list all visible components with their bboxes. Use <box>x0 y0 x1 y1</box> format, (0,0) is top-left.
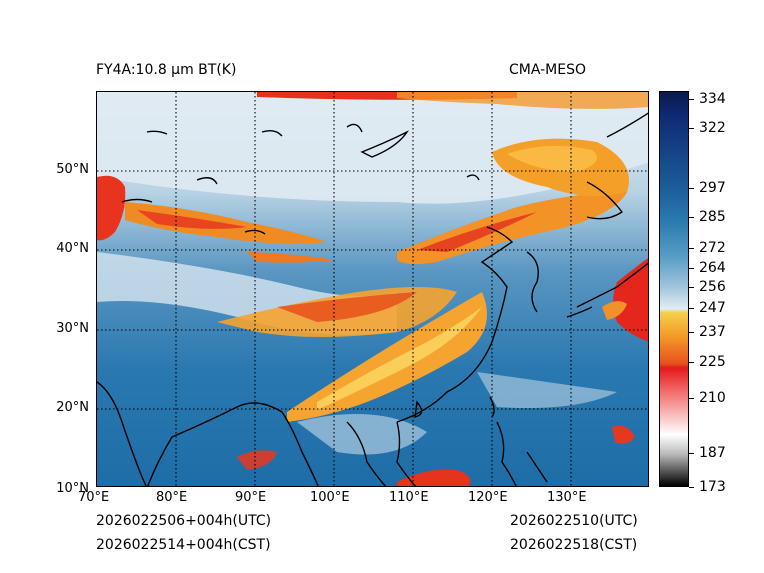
lat-label-40: 40°N <box>56 241 89 256</box>
map-title-right: CMA-MESO <box>509 62 587 78</box>
lake-small-1 <box>146 130 168 135</box>
colorbar-label-297: 297 <box>699 180 726 196</box>
cloud-band-west-core <box>137 210 247 229</box>
colorbar-label-237: 237 <box>699 324 726 340</box>
coastlines <box>97 112 648 486</box>
philippines <box>496 421 517 486</box>
cloud-japan <box>613 258 648 342</box>
lon-label-130: 130°E <box>547 490 587 505</box>
cloud-band-42n <box>247 252 337 263</box>
colorbar-label-225: 225 <box>699 354 726 370</box>
cloud-band-central-core <box>277 292 417 322</box>
colorbar-tick-247 <box>689 308 694 309</box>
lake-small-2 <box>261 129 283 137</box>
kamchatka-coast <box>606 112 648 138</box>
lat-label-10: 10°N <box>56 481 89 496</box>
lon-label-100: 100°E <box>310 490 350 505</box>
cloud-siberia-light <box>507 145 597 172</box>
colorbar-tick-272 <box>689 248 694 249</box>
lon-label-110: 110°E <box>389 490 429 505</box>
lon-label-90: 90°E <box>235 490 267 505</box>
hainan-island <box>414 400 423 418</box>
korea-coast <box>526 251 539 313</box>
lat-label-50: 50°N <box>56 162 89 177</box>
colorbar-tick-173 <box>689 487 694 488</box>
india-west-coast <box>97 381 147 486</box>
japan-honshu <box>576 262 648 308</box>
indochina-west <box>346 421 387 486</box>
lake-baikal <box>360 130 410 158</box>
colorbar-tick-334 <box>689 99 694 100</box>
vietnam-coast <box>396 421 417 486</box>
map-title-left: FY4A:10.8 µm BT(K) <box>96 62 237 78</box>
colorbar-tick-237 <box>689 332 694 333</box>
cloud-pacific-speck <box>612 425 635 444</box>
colorbar-fill <box>660 92 688 486</box>
philippines-south <box>526 451 548 483</box>
lake-small-6 <box>244 229 266 235</box>
japan-kyushu <box>566 306 593 318</box>
colorbar-tick-264 <box>689 268 694 269</box>
colorbar-label-210: 210 <box>699 390 726 406</box>
cirrus-south <box>297 414 427 455</box>
init-time-cst: 2026022514+004h(CST) <box>96 537 271 553</box>
cloud-top-orange <box>397 92 648 109</box>
russia-far-east <box>586 181 624 220</box>
cloud-japan-edge <box>602 301 627 320</box>
lake-small-4 <box>196 177 218 185</box>
colorbar-tick-285 <box>689 217 694 218</box>
gridlines <box>97 92 648 486</box>
init-time-utc: 2026022506+004h(UTC) <box>96 513 272 529</box>
cirrus-pacific <box>477 372 617 408</box>
india-east-coast <box>147 402 283 486</box>
colorbar-label-256: 256 <box>699 279 726 295</box>
lat-label-30: 30°N <box>56 321 89 336</box>
valid-time-cst: 2026022518(CST) <box>510 537 638 553</box>
lon-label-80: 80°E <box>156 490 188 505</box>
china-east-coast <box>396 226 514 423</box>
colorbar-label-247: 247 <box>699 300 726 316</box>
colorbar-label-187: 187 <box>699 445 726 461</box>
colorbar-tick-256 <box>689 287 694 288</box>
valid-time-utc: 2026022510(UTC) <box>510 513 638 529</box>
colorbar-gradient <box>660 92 688 486</box>
cloud-bay-bengal <box>237 450 277 470</box>
satellite-map-panel <box>96 91 649 487</box>
satellite-image <box>97 92 648 486</box>
caspian-north <box>121 198 153 203</box>
lake-small-3 <box>346 123 363 133</box>
lon-label-70: 70°E <box>78 490 110 505</box>
colorbar-label-285: 285 <box>699 209 726 225</box>
cloud-band-ne-core <box>417 212 537 252</box>
colorbar-label-322: 322 <box>699 120 726 136</box>
cloud-nw <box>97 175 126 241</box>
burma-coast <box>281 411 319 486</box>
colorbar-label-272: 272 <box>699 240 726 256</box>
colorbar-tick-297 <box>689 188 694 189</box>
colorbar-tick-210 <box>689 398 694 399</box>
colorbar-tick-187 <box>689 453 694 454</box>
colorbar-tick-322 <box>689 128 694 129</box>
lake-small-5 <box>466 174 480 181</box>
frontal-band-light <box>317 307 482 410</box>
colorbar-label-264: 264 <box>699 260 726 276</box>
colorbar-tick-225 <box>689 362 694 363</box>
lat-label-20: 20°N <box>56 400 89 415</box>
frontal-band <box>287 292 487 422</box>
lon-label-120: 120°E <box>468 490 508 505</box>
colorbar <box>659 91 689 487</box>
cloud-south-china-sea <box>397 469 471 486</box>
colorbar-label-173: 173 <box>699 479 726 495</box>
colorbar-label-334: 334 <box>699 91 726 107</box>
